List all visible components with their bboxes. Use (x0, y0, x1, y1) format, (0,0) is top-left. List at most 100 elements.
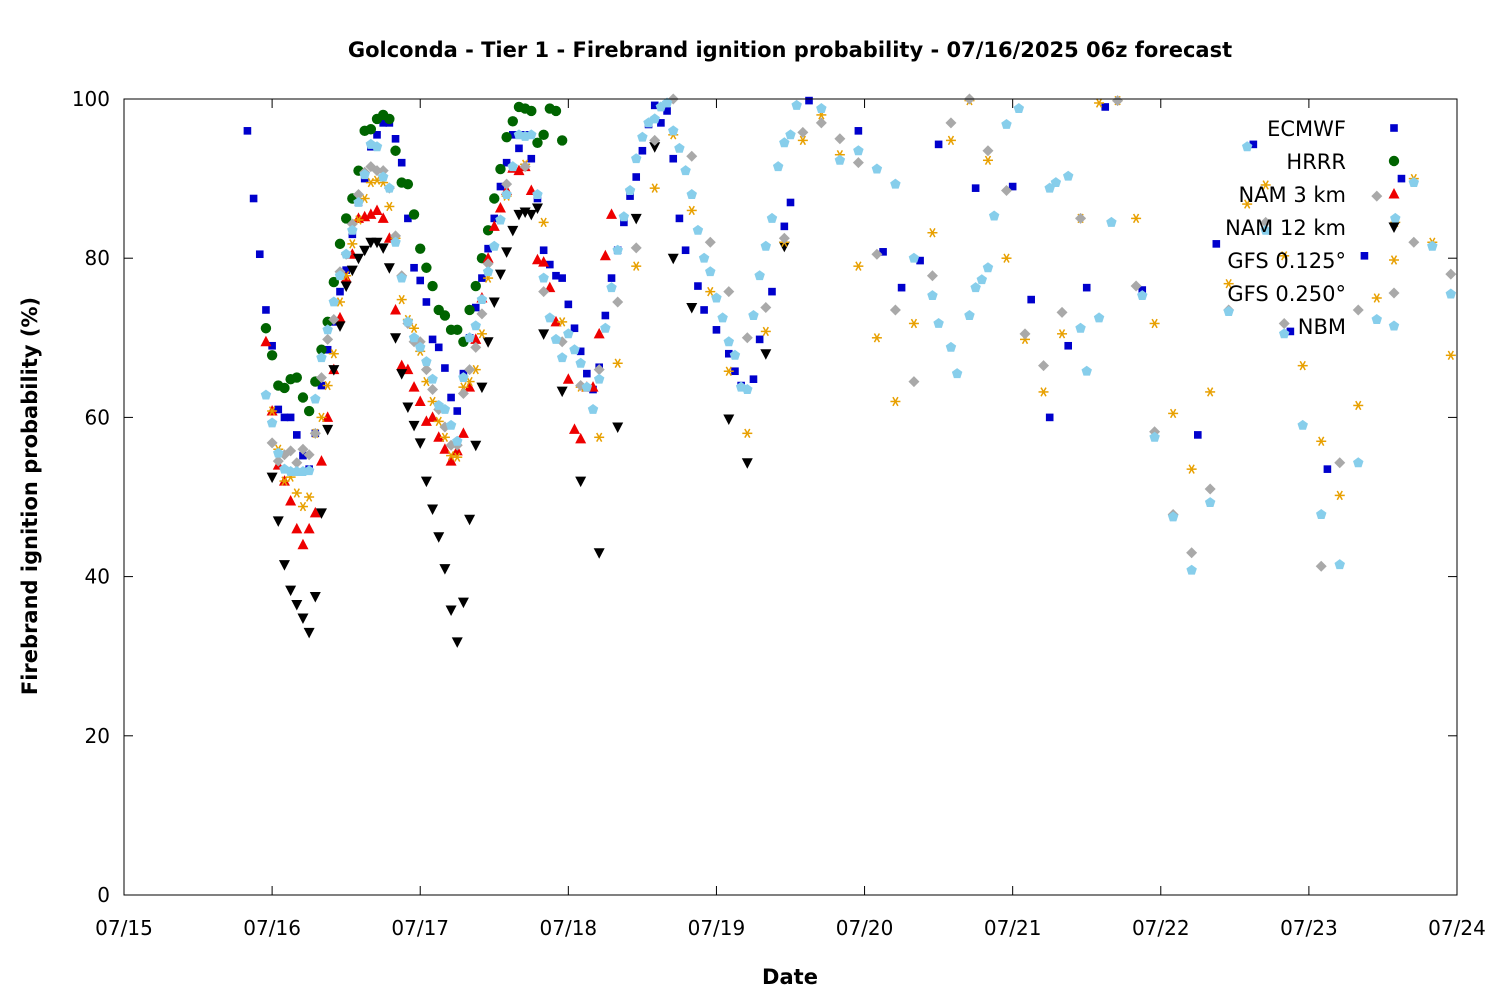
data-point (742, 384, 753, 394)
data-point (507, 161, 519, 172)
data-point (291, 457, 303, 469)
data-point (675, 214, 684, 223)
data-point (546, 260, 554, 269)
data-point (760, 302, 772, 314)
data-point (1260, 216, 1272, 228)
data-point (421, 356, 432, 367)
data-point (272, 455, 284, 467)
y-axis-label: Firebrand ignition probability (%) (18, 297, 42, 695)
data-point (501, 178, 513, 190)
data-point (384, 113, 395, 125)
data-point (1371, 313, 1382, 324)
data-point (562, 373, 574, 384)
data-point (587, 403, 599, 414)
y-tick-label: 0 (97, 883, 110, 907)
data-point (353, 215, 364, 225)
data-point (391, 135, 400, 143)
data-point (1056, 306, 1068, 318)
data-point (1223, 278, 1234, 289)
data-point (791, 99, 802, 110)
data-point (570, 324, 579, 333)
data-point (593, 548, 605, 559)
data-point (285, 494, 297, 506)
data-point (427, 384, 439, 396)
legend: ECMWF HRRR NAM 3 km NAM 12 km GFS 0.125° GFS … (1225, 117, 1400, 339)
data-point (451, 637, 463, 648)
data-point (452, 452, 463, 462)
x-tick-label: 07/22 (1132, 916, 1190, 940)
data-point (667, 253, 679, 265)
data-point (741, 332, 753, 344)
data-point (249, 194, 258, 203)
data-point (680, 165, 691, 176)
data-point (1297, 419, 1308, 430)
data-point (631, 261, 642, 271)
data-point (594, 432, 605, 443)
data-point (255, 250, 264, 259)
data-point (772, 161, 784, 172)
data-point (1168, 408, 1179, 419)
data-point (390, 333, 402, 344)
data-point (396, 359, 408, 371)
legend-marker (1388, 188, 1400, 199)
data-point (317, 381, 326, 390)
data-point (1371, 293, 1382, 303)
data-point (526, 105, 537, 117)
data-point (686, 189, 697, 199)
axes: 07/15 07/16 07/17 07/18 07/19 07/20 07/21 07/22… (72, 87, 1486, 940)
data-point (854, 127, 863, 135)
data-point (322, 424, 334, 436)
data-point (347, 224, 358, 235)
data-point (328, 313, 340, 325)
data-point (1027, 295, 1035, 304)
data-point (871, 333, 882, 343)
data-point (482, 258, 494, 270)
data-point (268, 341, 276, 350)
data-point (531, 253, 543, 265)
data-point (434, 343, 443, 352)
data-point (916, 256, 924, 265)
data-point (1316, 509, 1327, 519)
data-point (458, 372, 469, 383)
data-point (705, 266, 716, 277)
data-point (723, 286, 735, 298)
data-point (322, 380, 333, 391)
data-point (267, 406, 278, 416)
data-point (488, 297, 500, 308)
series-gfs-0-250- (266, 93, 1457, 572)
data-point (291, 488, 302, 498)
data-point (353, 253, 365, 265)
data-point (346, 265, 358, 277)
data-point (397, 158, 406, 167)
data-point (402, 316, 414, 327)
data-point (599, 249, 611, 261)
data-point (556, 386, 568, 398)
data-point (452, 435, 463, 446)
data-point (1278, 317, 1290, 329)
data-point (285, 585, 297, 597)
data-point (780, 222, 789, 231)
data-point (583, 369, 591, 378)
data-point (266, 472, 278, 484)
data-point (243, 127, 252, 135)
data-point (379, 119, 387, 127)
data-point (927, 290, 938, 301)
data-point (422, 298, 431, 306)
data-point (575, 357, 586, 368)
data-point (624, 185, 636, 195)
data-point (852, 157, 864, 169)
data-point (396, 369, 408, 380)
data-point (668, 125, 679, 136)
y-tick-label: 40 (85, 565, 110, 589)
data-point (945, 341, 957, 352)
data-point (274, 405, 283, 414)
data-point (550, 105, 562, 117)
data-point (1050, 177, 1062, 188)
data-point (612, 296, 624, 308)
data-point (303, 405, 315, 417)
legend-label: NAM 3 km (1238, 183, 1346, 207)
data-point (538, 329, 550, 340)
data-point (470, 320, 481, 331)
data-point (1045, 413, 1054, 422)
data-point (834, 133, 846, 145)
